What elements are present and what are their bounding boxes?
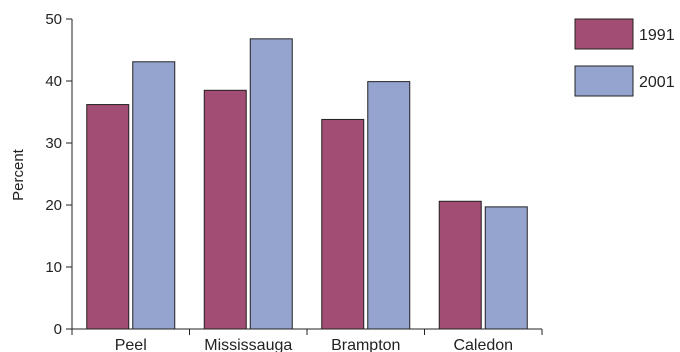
x-axis: Peel Mississauga Brampton Caledon — [71, 328, 543, 352]
bar-1991-brampton — [321, 118, 365, 330]
bar-1991-peel — [86, 104, 130, 330]
bar-2001-brampton — [367, 81, 411, 330]
bars — [86, 38, 528, 330]
legend-swatch — [574, 18, 634, 50]
x-tick-label: Caledon — [453, 337, 513, 352]
y-tick-label: 40 — [45, 73, 62, 90]
legend-label: 2001 — [639, 74, 675, 91]
y-axis: 0 10 20 30 40 50 — [45, 11, 73, 338]
y-tick-label: 0 — [54, 321, 62, 338]
bar-1991-mississauga — [203, 89, 247, 330]
y-tick-label: 20 — [45, 197, 62, 214]
legend-label: 1991 — [639, 27, 675, 44]
bar-2001-caledon — [484, 206, 528, 330]
y-tick-label: 30 — [45, 135, 62, 152]
bar-2001-mississauga — [249, 38, 293, 330]
legend: 1991 2001 — [574, 18, 675, 97]
bar-2001-peel — [132, 61, 176, 330]
x-tick-label: Brampton — [331, 337, 400, 352]
y-tick-label: 50 — [45, 11, 62, 28]
legend-swatch — [574, 65, 634, 97]
y-axis-label: Percent — [10, 148, 27, 201]
bar-1991-caledon — [438, 200, 482, 330]
y-tick-label: 10 — [45, 259, 62, 276]
x-tick-label: Mississauga — [204, 337, 292, 352]
x-tick-label: Peel — [115, 337, 147, 352]
